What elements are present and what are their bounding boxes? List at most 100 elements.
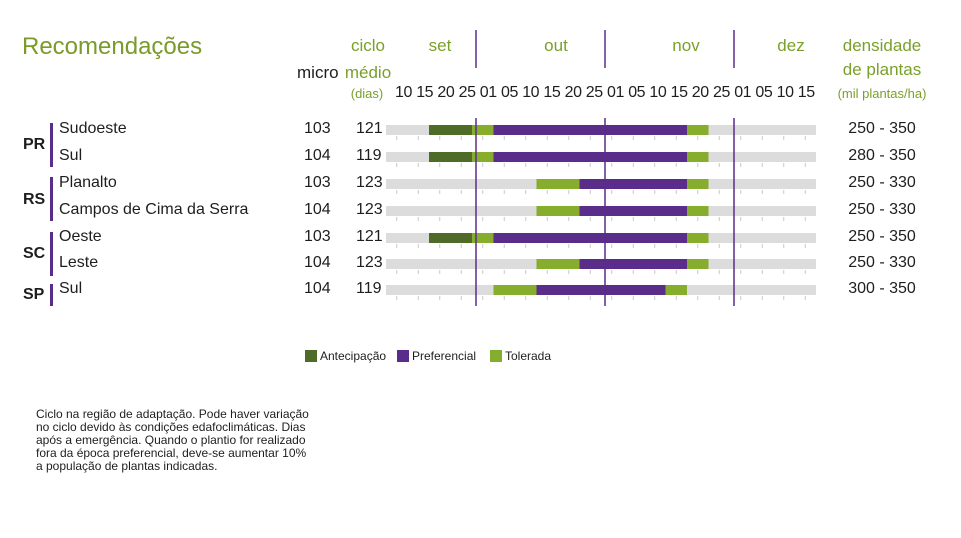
legend-swatch-antecipacao (305, 350, 317, 362)
state-bar-sc (50, 232, 53, 276)
day-tick-label: 01 (607, 84, 624, 101)
region-label: Oeste (59, 228, 102, 245)
legend-swatch-preferencial (397, 350, 409, 362)
day-tick-label: 20 (437, 84, 455, 101)
day-tick-label: 15 (797, 84, 815, 101)
month-label-dez: dez (777, 36, 805, 55)
micro-value: 103 (304, 120, 331, 137)
bar-tolerada (687, 259, 709, 269)
day-tick-label: 10 (395, 84, 412, 101)
bar-tolerada (687, 206, 709, 216)
legend-label-antecipacao: Antecipação (320, 349, 387, 363)
ciclo-value: 121 (356, 120, 383, 137)
month-label-nov: nov (672, 36, 700, 55)
state-bar-pr (50, 123, 53, 167)
bar-tolerada (472, 125, 494, 135)
region-label: Sul (59, 147, 83, 164)
footnote: Ciclo na região de adaptação. Pode haver… (36, 407, 309, 473)
legend-preferencial: Preferencial (397, 349, 476, 363)
bar-tolerada (472, 152, 494, 162)
micro-value: 103 (304, 228, 331, 245)
ciclo-value: 123 (356, 201, 383, 218)
density-value: 280 - 350 (848, 147, 916, 164)
density-header-line1: densidade (842, 36, 922, 55)
day-tick-label: 15 (670, 84, 688, 101)
day-tick-label: 10 (649, 84, 667, 101)
ciclo-value: 123 (356, 174, 383, 191)
day-tick-label: 15 (416, 84, 434, 101)
bar-antecipacao (429, 152, 472, 162)
ciclo-value: 121 (356, 228, 383, 245)
legend-antecipacao: Antecipação (305, 349, 386, 363)
bar-antecipacao (429, 233, 472, 243)
density-value: 250 - 350 (848, 228, 916, 245)
density-value: 250 - 330 (848, 254, 916, 271)
region-label: Leste (59, 254, 99, 271)
ciclo-header-line1: ciclo (350, 36, 385, 55)
bar-tolerada (493, 285, 537, 295)
bar-tolerada (536, 206, 580, 216)
bar-tolerada (687, 125, 709, 135)
micro-value: 104 (304, 280, 331, 297)
ciclo-header-line2: médio (344, 63, 392, 82)
state-label-rs: RS (23, 191, 46, 208)
month-label-out: out (544, 36, 568, 55)
region-label: Campos de Cima da Serra (59, 201, 249, 218)
region-label: Sul (59, 280, 83, 297)
bar-preferencial (579, 259, 687, 269)
ciclo-header-line3: (dias) (350, 86, 384, 101)
micro-header: micro (297, 63, 339, 82)
legend-swatch-tolerada (490, 350, 502, 362)
bar-preferencial (579, 179, 687, 189)
density-header-line2: de plantas (842, 60, 922, 79)
density-value: 250 - 330 (848, 201, 916, 218)
density-value: 250 - 330 (848, 174, 916, 191)
micro-value: 104 (304, 201, 331, 218)
bar-tolerada (536, 179, 580, 189)
legend-tolerada: Tolerada (490, 349, 551, 363)
day-tick-label: 20 (691, 84, 709, 101)
state-label-pr: PR (23, 136, 46, 153)
day-tick-label: 05 (501, 84, 518, 101)
state-label-sp: SP (23, 286, 45, 303)
day-tick-label: 01 (734, 84, 752, 101)
day-tick-label: 05 (628, 84, 646, 101)
day-tick-label: 01 (479, 84, 497, 101)
ciclo-value: 119 (356, 147, 382, 164)
region-label: Planalto (59, 174, 117, 191)
state-bar-rs (50, 177, 53, 221)
bar-preferencial (493, 233, 687, 243)
legend-label-preferencial: Preferencial (412, 349, 477, 363)
density-value: 300 - 350 (848, 280, 916, 297)
day-tick-label: 25 (458, 84, 476, 101)
bar-preferencial (493, 152, 687, 162)
month-label-set: set (428, 36, 452, 55)
page-title: Recomendações (22, 33, 203, 60)
bar-tolerada (687, 179, 709, 189)
ciclo-value: 123 (356, 254, 383, 271)
state-bar-sp (50, 284, 53, 306)
bar-preferencial (579, 206, 687, 216)
day-tick-label: 25 (713, 84, 730, 101)
bar-tolerada (472, 233, 494, 243)
ciclo-value: 119 (356, 280, 382, 297)
legend-label-tolerada: Tolerada (505, 349, 552, 363)
micro-value: 104 (304, 254, 331, 271)
state-label-sc: SC (23, 245, 46, 262)
micro-value: 104 (304, 147, 331, 164)
bar-tolerada (665, 285, 687, 295)
day-tick-label: 05 (755, 84, 773, 101)
region-label: Sudoeste (59, 120, 127, 137)
density-value: 250 - 350 (848, 120, 916, 137)
bar-preferencial (536, 285, 666, 295)
day-tick-label: 15 (543, 84, 561, 101)
day-tick-label: 10 (776, 84, 794, 101)
density-header-line3: (mil plantas/ha) (837, 86, 927, 101)
day-tick-label: 25 (585, 84, 603, 101)
bar-preferencial (493, 125, 687, 135)
micro-value: 103 (304, 174, 331, 191)
bar-tolerada (536, 259, 580, 269)
bar-antecipacao (429, 125, 472, 135)
day-tick-label: 20 (564, 84, 582, 101)
